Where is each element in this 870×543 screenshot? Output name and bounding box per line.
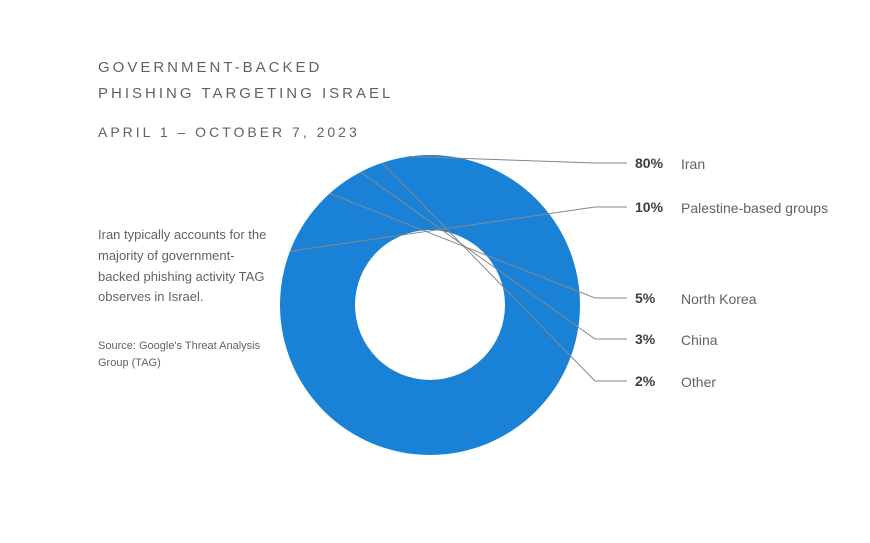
chart-source: Source: Google's Threat Analysis Group (…: [98, 338, 268, 371]
legend-item: 2% Other: [635, 373, 845, 391]
chart-area: 80% Iran 10% Palestine-based groups 5% North …: [280, 155, 860, 525]
chart-title-line2: PHISHING TARGETING ISRAEL: [98, 81, 393, 107]
legend-percent: 5%: [635, 290, 671, 306]
legend-percent: 10%: [635, 199, 671, 215]
legend-label: North Korea: [681, 290, 756, 308]
chart-subtitle: APRIL 1 – OCTOBER 7, 2023: [98, 124, 393, 140]
legend-item: 10% Palestine-based groups: [635, 199, 845, 217]
legend-label: Other: [681, 373, 716, 391]
chart-description: Iran typically accounts for the majority…: [98, 225, 268, 308]
legend-percent: 80%: [635, 155, 671, 171]
legend-item: 80% Iran: [635, 155, 845, 173]
legend-percent: 3%: [635, 331, 671, 347]
legend-label: China: [681, 331, 718, 349]
legend-item: 5% North Korea: [635, 290, 845, 308]
leader-line: [361, 172, 627, 339]
leader-line: [382, 163, 627, 381]
chart-header: GOVERNMENT-BACKED PHISHING TARGETING ISR…: [98, 55, 393, 140]
legend-label: Iran: [681, 155, 705, 173]
leader-line: [409, 156, 627, 163]
legend-label: Palestine-based groups: [681, 199, 828, 217]
legend-item: 3% China: [635, 331, 845, 349]
chart-title-line1: GOVERNMENT-BACKED: [98, 55, 393, 81]
legend-percent: 2%: [635, 373, 671, 389]
sidebar: Iran typically accounts for the majority…: [98, 225, 268, 371]
